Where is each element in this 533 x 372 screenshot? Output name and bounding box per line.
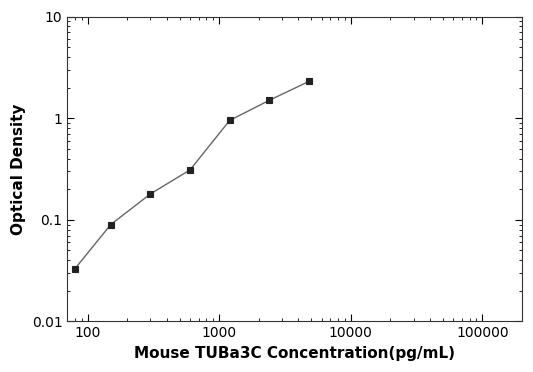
X-axis label: Mouse TUBa3C Concentration(pg/mL): Mouse TUBa3C Concentration(pg/mL) <box>134 346 455 361</box>
Y-axis label: Optical Density: Optical Density <box>11 103 26 235</box>
